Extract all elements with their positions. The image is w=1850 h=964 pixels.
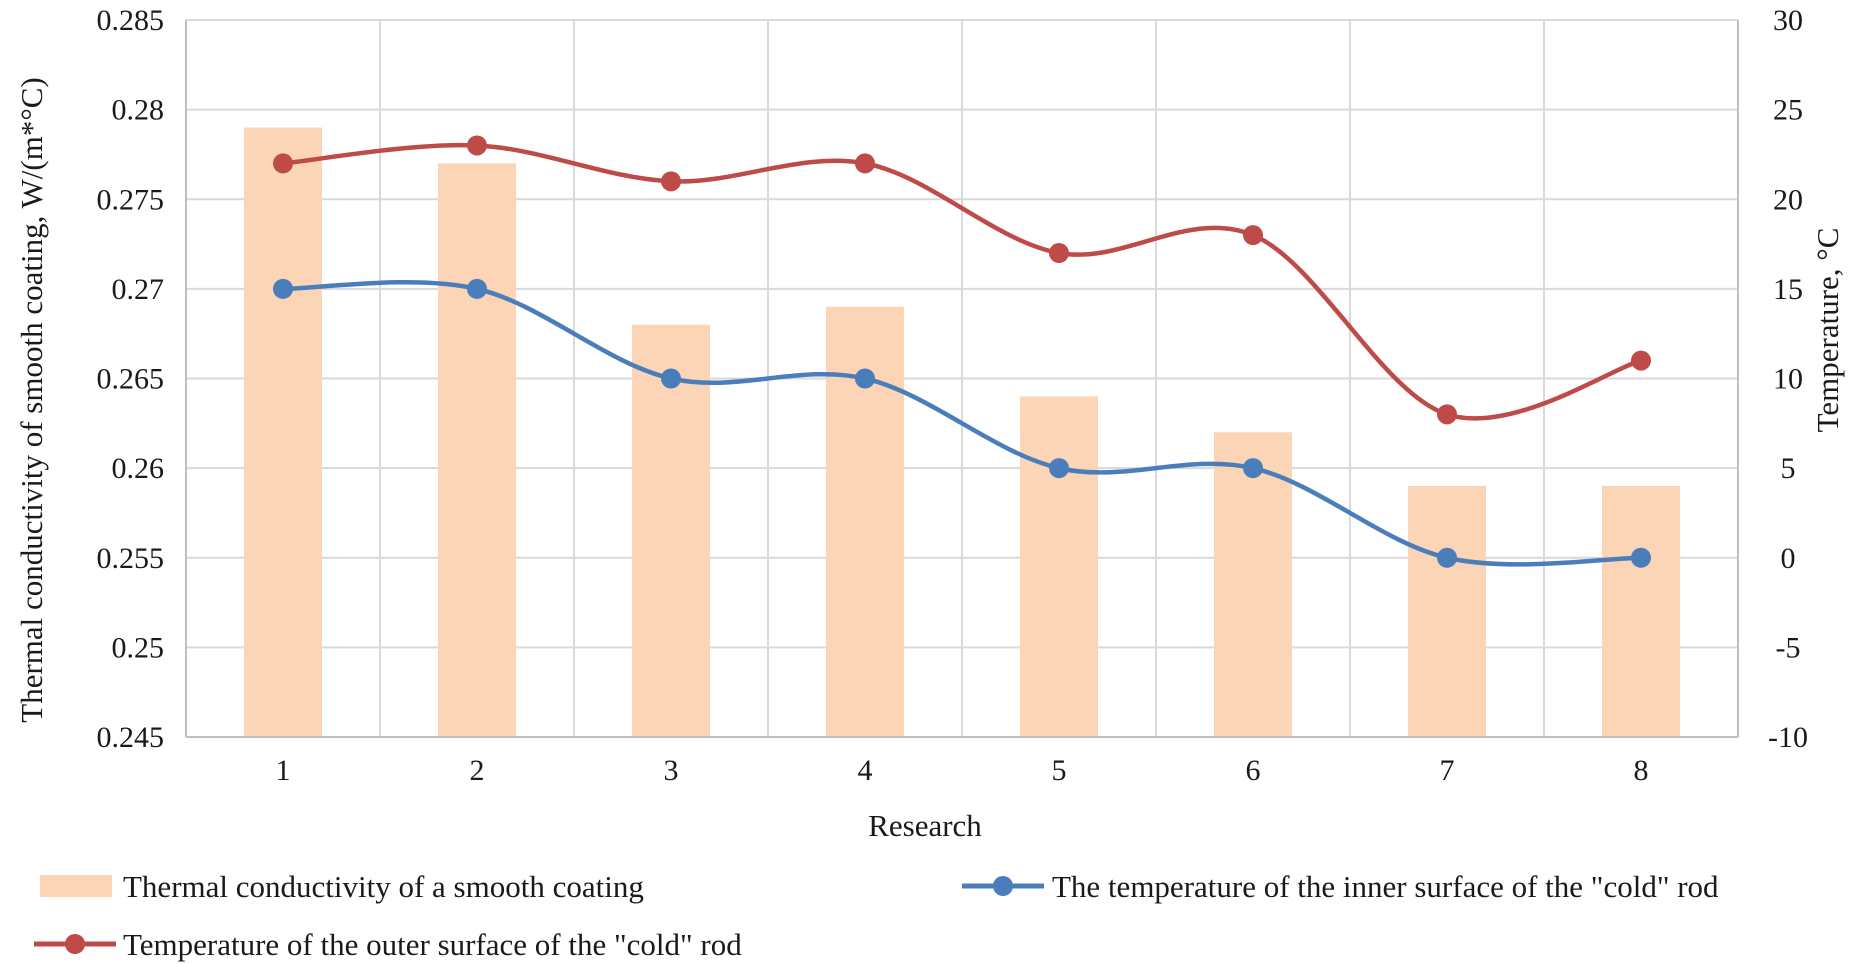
bar-6 bbox=[1214, 432, 1292, 737]
left-tick-label: 0.26 bbox=[112, 452, 165, 485]
x-tick-label: 6 bbox=[1246, 754, 1261, 787]
left-tick-label: 0.28 bbox=[112, 94, 165, 127]
x-tick-label: 2 bbox=[470, 754, 485, 787]
point-outer-3 bbox=[661, 171, 681, 192]
bar-series bbox=[244, 127, 1680, 738]
point-outer-8 bbox=[1631, 350, 1651, 371]
left-tick-label: 0.25 bbox=[112, 631, 165, 664]
left-tick-label: 0.255 bbox=[97, 542, 165, 575]
grid bbox=[186, 19, 1738, 738]
bar-1 bbox=[244, 127, 322, 738]
left-tick-label: 0.27 bbox=[112, 273, 165, 306]
right-tick-label: -10 bbox=[1768, 721, 1808, 754]
right-tick-label: 20 bbox=[1773, 183, 1803, 216]
point-inner-4 bbox=[855, 368, 875, 389]
right-tick-label: 30 bbox=[1773, 4, 1803, 37]
point-inner-1 bbox=[273, 278, 293, 299]
line-series bbox=[273, 135, 1651, 568]
legend-label-bar: Thermal conductivity of a smooth coating bbox=[123, 869, 644, 904]
point-inner-8 bbox=[1631, 547, 1651, 568]
point-inner-2 bbox=[467, 278, 487, 299]
bar-5 bbox=[1020, 396, 1098, 737]
x-tick-label: 8 bbox=[1634, 754, 1649, 787]
point-inner-6 bbox=[1243, 458, 1263, 479]
point-inner-7 bbox=[1437, 547, 1457, 568]
line-inner bbox=[282, 279, 1642, 567]
left-axis-title: Thermal conductivity of smooth coating, … bbox=[14, 77, 49, 722]
legend-label-outer: Temperature of the outer surface of the … bbox=[123, 927, 742, 962]
point-outer-5 bbox=[1049, 243, 1069, 264]
tick-labels: 0.245 0.25 0.255 0.26 0.265 0.27 0.275 0.28 0.28… bbox=[97, 4, 1809, 787]
point-outer-6 bbox=[1243, 225, 1263, 246]
right-tick-label: -5 bbox=[1776, 631, 1801, 664]
point-inner-5 bbox=[1049, 458, 1069, 479]
x-tick-label: 4 bbox=[858, 754, 873, 787]
line-outer bbox=[282, 142, 1642, 421]
bar-8 bbox=[1602, 486, 1680, 737]
right-tick-label: 5 bbox=[1781, 452, 1796, 485]
axes bbox=[185, 20, 1739, 738]
point-inner-3 bbox=[661, 368, 681, 389]
x-tick-label: 5 bbox=[1052, 754, 1067, 787]
x-tick-label: 3 bbox=[664, 754, 679, 787]
x-tick-label: 7 bbox=[1440, 754, 1455, 787]
legend-swatch-bar bbox=[40, 875, 112, 897]
point-outer-2 bbox=[467, 135, 487, 156]
x-tick-label: 1 bbox=[276, 754, 291, 787]
right-tick-label: 0 bbox=[1781, 542, 1796, 575]
x-axis-title: Research bbox=[868, 808, 982, 843]
left-tick-label: 0.265 bbox=[97, 363, 165, 396]
right-tick-label: 15 bbox=[1773, 273, 1803, 306]
left-tick-label: 0.245 bbox=[97, 721, 165, 754]
right-axis-title: Temperature, °C bbox=[1810, 228, 1845, 433]
left-tick-label: 0.275 bbox=[97, 183, 165, 216]
legend-marker-outer bbox=[65, 934, 85, 954]
bar-3 bbox=[632, 324, 710, 737]
bar-2 bbox=[438, 163, 516, 737]
right-tick-label: 25 bbox=[1773, 94, 1803, 127]
point-outer-4 bbox=[855, 153, 875, 174]
legend-label-inner: The temperature of the inner surface of … bbox=[1052, 869, 1719, 904]
bar-7 bbox=[1408, 486, 1486, 737]
right-tick-label: 10 bbox=[1773, 363, 1803, 396]
legend: Thermal conductivity of a smooth coating… bbox=[34, 869, 1719, 962]
left-tick-label: 0.285 bbox=[97, 4, 165, 37]
point-outer-1 bbox=[273, 153, 293, 174]
point-outer-7 bbox=[1437, 404, 1457, 425]
legend-marker-inner bbox=[993, 876, 1013, 896]
